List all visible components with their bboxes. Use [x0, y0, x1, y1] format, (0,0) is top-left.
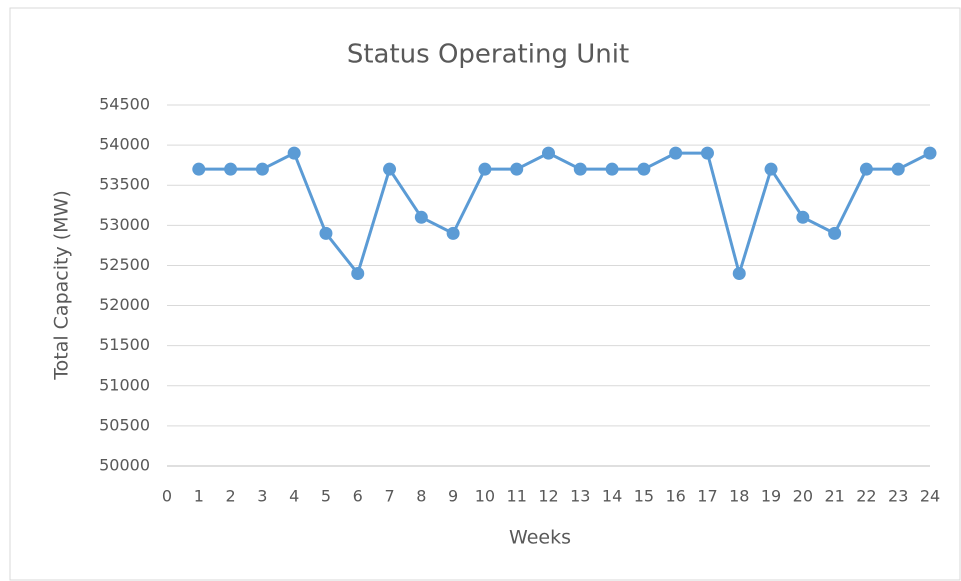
data-point — [414, 210, 428, 224]
data-point — [192, 162, 206, 176]
x-tick-label: 16 — [665, 487, 685, 506]
data-point — [383, 162, 397, 176]
data-point — [573, 162, 587, 176]
data-point — [891, 162, 905, 176]
y-tick-label: 50500 — [99, 415, 150, 434]
x-tick-label: 18 — [729, 487, 749, 506]
x-tick-label: 24 — [920, 487, 940, 506]
x-tick-label: 0 — [162, 487, 172, 506]
data-point — [732, 266, 746, 280]
x-tick-label: 2 — [225, 487, 235, 506]
y-tick-label: 50000 — [99, 456, 150, 475]
x-tick-label: 6 — [353, 487, 363, 506]
x-tick-label: 5 — [321, 487, 331, 506]
data-point — [255, 162, 269, 176]
x-tick-label: 1 — [194, 487, 204, 506]
y-tick-label: 54500 — [99, 95, 150, 114]
data-point — [669, 146, 683, 160]
data-point — [859, 162, 873, 176]
chart-frame — [9, 7, 961, 581]
x-tick-label: 11 — [507, 487, 527, 506]
x-tick-label: 3 — [257, 487, 267, 506]
x-tick-label: 9 — [448, 487, 458, 506]
y-tick-label: 51000 — [99, 375, 150, 394]
data-point — [542, 146, 555, 160]
x-tick-label: 20 — [793, 487, 813, 506]
y-tick-label: 54000 — [99, 135, 150, 154]
y-tick-label: 53000 — [99, 215, 150, 234]
data-point — [351, 266, 365, 280]
x-tick-label: 12 — [538, 487, 558, 506]
data-point — [923, 146, 937, 160]
data-point — [478, 162, 492, 176]
y-tick-label: 52000 — [99, 295, 150, 314]
data-point — [287, 146, 301, 160]
data-point — [764, 162, 778, 176]
x-tick-label: 7 — [384, 487, 394, 506]
data-point — [510, 162, 524, 176]
x-tick-label: 23 — [888, 487, 908, 506]
data-point — [446, 226, 460, 240]
data-point — [796, 210, 810, 224]
x-axis-label: Weeks — [509, 527, 571, 549]
x-tick-label: 21 — [824, 487, 844, 506]
data-point — [828, 226, 842, 240]
y-axis-label: Total Capacity (MW) — [51, 190, 73, 381]
y-tick-label: 52500 — [99, 255, 150, 274]
x-tick-label: 14 — [602, 487, 622, 506]
x-tick-label: 4 — [289, 487, 299, 506]
x-tick-label: 22 — [856, 487, 876, 506]
x-tick-label: 19 — [761, 487, 781, 506]
data-point — [224, 162, 238, 176]
data-point — [605, 162, 619, 176]
x-tick-label: 17 — [697, 487, 717, 506]
data-point — [319, 226, 333, 240]
chart-title: Status Operating Unit — [347, 40, 629, 70]
data-point — [637, 162, 651, 176]
x-tick-label: 15 — [634, 487, 654, 506]
x-tick-label: 13 — [570, 487, 590, 506]
y-tick-label: 53500 — [99, 175, 150, 194]
x-tick-label: 10 — [475, 487, 495, 506]
y-tick-label: 51500 — [99, 335, 150, 354]
data-point — [700, 146, 714, 160]
x-tick-label: 8 — [416, 487, 426, 506]
